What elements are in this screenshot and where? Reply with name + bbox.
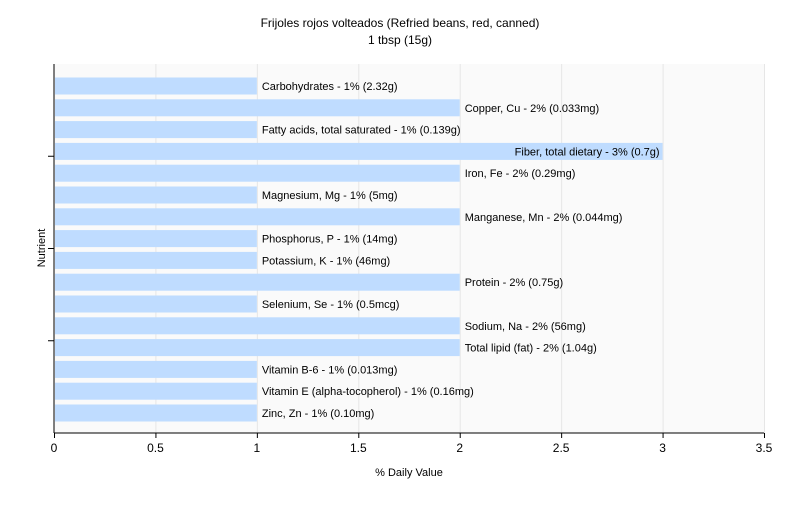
bar [55,382,257,400]
bar [55,360,257,378]
bar-label: Total lipid (fat) - 2% (1.04g) [465,343,597,355]
bar-label: Manganese, Mn - 2% (0.044mg) [465,212,623,224]
bar-label: Vitamin E (alpha-tocopherol) - 1% (0.16m… [262,386,474,398]
x-tick-label: 0.5 [147,441,164,455]
bar-label: Selenium, Se - 1% (0.5mcg) [262,299,400,311]
bar-label: Protein - 2% (0.75g) [465,277,563,289]
bar-label: Vitamin B-6 - 1% (0.013mg) [262,364,398,376]
x-tick-label: 3.5 [756,441,773,455]
bar-label: Zinc, Zn - 1% (0.10mg) [262,408,374,420]
axis-ticks: 0 0.5 1 1.5 2 2.5 3 3.5 [48,155,773,455]
bar [55,164,460,182]
x-tick-label: 1 [254,441,261,455]
bar [55,317,460,335]
bar [55,230,257,248]
x-axis-label: % Daily Value [375,467,443,479]
bar-label: Carbohydrates - 1% (2.32g) [262,81,398,93]
bar [55,273,460,291]
bar-label: Iron, Fe - 2% (0.29mg) [465,168,576,180]
bar-label: Phosphorus, P - 1% (14mg) [262,234,398,246]
x-tick-label: 0 [51,441,58,455]
bar-label: Magnesium, Mg - 1% (5mg) [262,190,398,202]
bar [55,99,460,117]
bar [55,121,257,139]
bar-labels: Carbohydrates - 1% (2.32g) Copper, Cu - 2… [262,81,660,420]
chart-subtitle: 1 tbsp (15g) [368,33,432,47]
bar [55,208,460,226]
bar [55,77,257,95]
x-tick-label: 1.5 [350,441,367,455]
bar-label: Fiber, total dietary - 3% (0.7g) [515,146,660,158]
x-tick-label: 2 [456,441,463,455]
bar [55,295,257,313]
y-axis-label: Nutrient [36,229,48,268]
x-tick-label: 3 [659,441,666,455]
x-tick-label: 2.5 [553,441,570,455]
chart-title: Frijoles rojos volteados (Refried beans,… [261,16,540,30]
bar-label: Copper, Cu - 2% (0.033mg) [465,103,600,115]
bars [55,77,663,422]
bar [55,339,460,357]
bar-label: Potassium, K - 1% (46mg) [262,255,390,267]
bar-label: Fatty acids, total saturated - 1% (0.139… [262,125,461,137]
bar-label: Sodium, Na - 2% (56mg) [465,321,586,333]
bar [55,404,257,422]
bar [55,186,257,204]
bar [55,251,257,269]
bar [55,142,663,160]
